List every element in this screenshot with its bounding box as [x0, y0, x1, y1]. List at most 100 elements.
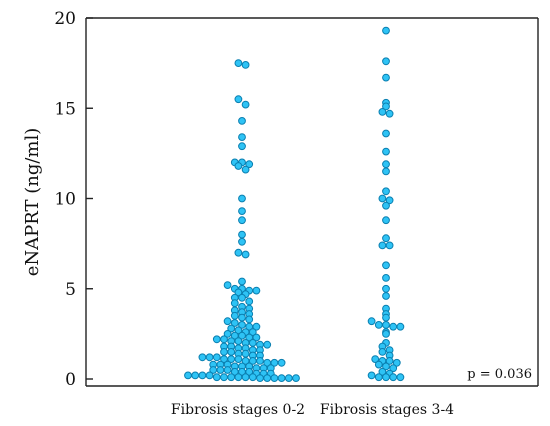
- data-point-stages-0-2: [238, 142, 246, 151]
- data-point-stages-0-2: [238, 117, 246, 125]
- data-point-stages-0-2: [227, 324, 236, 333]
- data-point-stages-0-2: [238, 331, 246, 340]
- data-point-stages-3-4: [367, 317, 376, 326]
- data-point-stages-0-2: [205, 353, 214, 362]
- data-point-stages-0-2: [238, 321, 246, 329]
- data-point-stages-3-4: [382, 234, 390, 243]
- data-point-stages-0-2: [212, 335, 221, 344]
- data-point-stages-0-2: [227, 348, 236, 356]
- data-point-stages-3-4: [382, 274, 390, 282]
- data-point-stages-3-4: [374, 321, 383, 329]
- data-point-stages-0-2: [220, 335, 228, 344]
- data-point-stages-0-2: [234, 326, 243, 335]
- data-point-stages-0-2: [234, 355, 243, 364]
- data-point-stages-3-4: [382, 261, 390, 270]
- data-point-stages-0-2: [223, 281, 232, 290]
- data-point-stages-0-2: [184, 371, 192, 380]
- data-point-stages-3-4: [378, 348, 387, 356]
- data-point-stages-0-2: [252, 286, 261, 295]
- data-point-stages-0-2: [234, 162, 243, 170]
- data-point-stages-3-4: [367, 371, 376, 380]
- data-point-stages-0-2: [241, 165, 250, 174]
- data-point-stages-0-2: [245, 367, 254, 376]
- data-point-stages-3-4: [382, 201, 390, 210]
- data-point-stages-0-2: [227, 373, 236, 382]
- data-point-stages-0-2: [241, 373, 250, 382]
- data-point-stages-3-4: [392, 358, 401, 367]
- data-point-stages-3-4: [382, 73, 390, 82]
- data-point-stages-0-2: [292, 374, 300, 383]
- data-point-stages-0-2: [212, 373, 221, 382]
- data-point-stages-0-2: [241, 250, 250, 259]
- data-point-stages-0-2: [238, 277, 246, 286]
- data-point-stages-3-4: [389, 364, 398, 373]
- data-point-stages-3-4: [389, 322, 398, 331]
- data-point-stages-0-2: [256, 374, 264, 383]
- data-point-stages-0-2: [238, 237, 246, 246]
- data-point-stages-0-2: [277, 358, 286, 367]
- y-tick-label: 5: [65, 280, 76, 300]
- data-point-stages-0-2: [245, 160, 254, 169]
- data-point-stages-3-4: [382, 102, 390, 111]
- data-point-stages-3-4: [374, 373, 383, 382]
- data-point-stages-3-4: [382, 167, 390, 176]
- data-point-stages-0-2: [256, 357, 264, 365]
- data-point-stages-3-4: [396, 322, 405, 331]
- data-point-stages-3-4: [382, 313, 390, 322]
- data-point-stages-0-2: [263, 340, 272, 349]
- data-point-stages-3-4: [382, 330, 390, 338]
- category-label-stages-3-4: Fibrosis stages 3-4: [320, 402, 454, 418]
- data-point-stages-0-2: [245, 315, 254, 324]
- data-point-stages-3-4: [382, 160, 390, 169]
- data-point-stages-0-2: [234, 59, 243, 67]
- data-point-stages-3-4: [382, 147, 390, 156]
- data-point-stages-3-4: [385, 196, 394, 205]
- data-point-stages-0-2: [212, 353, 221, 362]
- data-point-stages-0-2: [234, 95, 243, 104]
- data-point-stages-0-2: [238, 207, 246, 216]
- data-points: [184, 26, 405, 383]
- data-point-stages-0-2: [270, 374, 279, 383]
- data-point-stages-3-4: [382, 187, 390, 196]
- data-point-stages-3-4: [382, 362, 390, 371]
- data-point-stages-0-2: [216, 366, 225, 374]
- data-point-stages-0-2: [238, 194, 246, 203]
- data-point-stages-3-4: [382, 321, 390, 329]
- p-value-annotation: p = 0.036: [467, 367, 532, 382]
- data-point-stages-0-2: [245, 297, 254, 306]
- data-point-stages-0-2: [238, 216, 246, 225]
- data-point-stages-0-2: [252, 333, 261, 342]
- data-point-stages-3-4: [382, 373, 390, 382]
- data-point-stages-0-2: [234, 248, 243, 257]
- y-axis-title: eNAPRT (ng/ml): [22, 128, 43, 277]
- data-point-stages-0-2: [205, 371, 214, 380]
- data-point-stages-0-2: [230, 319, 239, 327]
- y-tick-label: 15: [54, 99, 76, 119]
- data-point-stages-0-2: [238, 313, 246, 322]
- data-point-stages-3-4: [378, 241, 387, 250]
- data-point-stages-0-2: [277, 374, 286, 383]
- data-point-stages-3-4: [378, 194, 387, 203]
- data-point-stages-3-4: [382, 129, 390, 138]
- data-point-stages-0-2: [241, 100, 250, 109]
- data-point-stages-0-2: [263, 374, 272, 383]
- data-point-stages-3-4: [385, 241, 394, 250]
- data-point-stages-3-4: [371, 355, 380, 364]
- data-point-stages-3-4: [382, 292, 390, 300]
- data-point-stages-3-4: [382, 284, 390, 293]
- data-point-stages-0-2: [238, 230, 246, 239]
- data-point-stages-0-2: [223, 330, 232, 338]
- data-point-stages-0-2: [241, 61, 250, 69]
- data-point-stages-0-2: [198, 371, 207, 380]
- data-point-stages-3-4: [385, 109, 394, 118]
- data-point-stages-3-4: [382, 216, 390, 225]
- data-point-stages-3-4: [382, 57, 390, 66]
- data-point-stages-0-2: [223, 366, 232, 374]
- data-point-stages-0-2: [230, 311, 239, 320]
- data-point-stages-0-2: [234, 337, 243, 346]
- data-point-stages-0-2: [248, 339, 257, 347]
- data-point-stages-3-4: [378, 108, 387, 116]
- data-point-stages-0-2: [191, 371, 200, 380]
- data-point-stages-3-4: [382, 26, 390, 35]
